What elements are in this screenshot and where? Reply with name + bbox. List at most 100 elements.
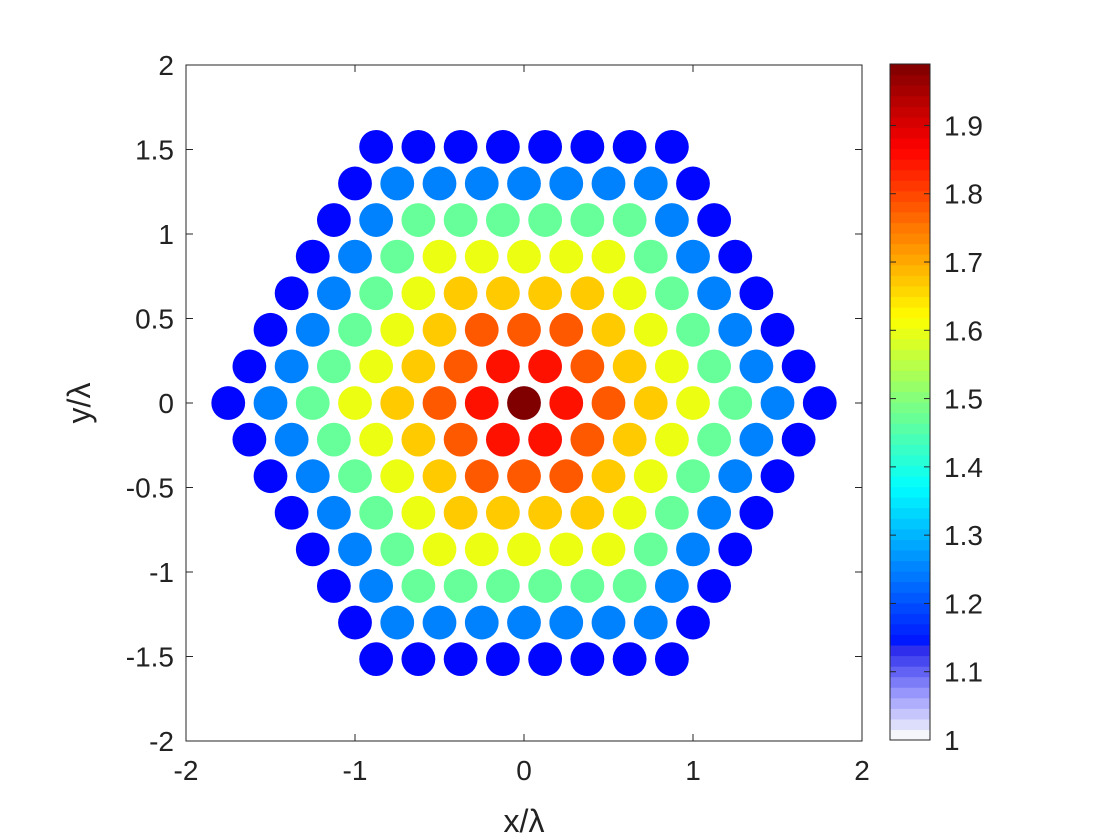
colorbar [889, 63, 931, 741]
colorbar-band [890, 95, 930, 107]
scatter-point [570, 569, 605, 603]
scatter-point [633, 532, 668, 567]
scatter-point [549, 459, 584, 494]
scatter-point [760, 459, 795, 494]
colorbar-band [890, 391, 930, 403]
scatter-point [401, 569, 436, 603]
y-tick-label: -2 [149, 726, 174, 757]
scatter-point [443, 569, 478, 603]
scatter-point [316, 349, 351, 384]
colorbar-band [890, 317, 930, 329]
colorbar-band [890, 592, 930, 604]
scatter-point [359, 203, 394, 237]
scatter-point [443, 642, 478, 677]
colorbar-band [890, 539, 930, 551]
scatter-point [528, 495, 563, 530]
colorbar-band [890, 549, 930, 562]
scatter-point [654, 276, 689, 311]
scatter-point [359, 422, 394, 457]
scatter-point [338, 312, 372, 347]
scatter-point [485, 203, 520, 237]
scatter-point [401, 642, 436, 677]
colorbar-band [890, 602, 930, 614]
x-tick-label: 2 [854, 755, 870, 786]
colorbar-band [890, 433, 930, 445]
scatter-point [633, 459, 668, 494]
scatter-point [401, 276, 436, 311]
scatter-point [718, 386, 753, 420]
colorbar-tick-label: 1.6 [944, 315, 983, 346]
scatter-point [802, 386, 837, 420]
scatter-point [781, 422, 816, 457]
scatter-point [464, 239, 499, 274]
scatter-point [380, 239, 415, 274]
scatter-point [359, 129, 394, 164]
scatter-point [380, 166, 415, 201]
scatter-point [253, 459, 288, 494]
scatter-point [739, 349, 774, 384]
scatter-point [549, 532, 584, 567]
y-tick-label: -0.5 [126, 473, 174, 504]
scatter-point [633, 312, 668, 347]
colorbar-tick-label: 1.3 [944, 520, 983, 551]
colorbar-band [890, 644, 930, 657]
scatter-point [528, 129, 563, 164]
scatter-point [401, 495, 436, 530]
scatter-point [718, 532, 753, 567]
scatter-point [422, 386, 457, 420]
scatter-point [591, 312, 626, 347]
x-tick-label: -2 [174, 755, 199, 786]
scatter-point [422, 239, 457, 274]
colorbar-tick-label: 1.8 [944, 179, 983, 210]
scatter-point [591, 605, 626, 640]
axis-tick-labels: -2 -1 0 1 2 2 1.5 1 0.5 0 -0.5 -1 -1.5 -2 [126, 50, 870, 786]
y-tick-label: -1.5 [126, 642, 174, 673]
scatter-point [528, 349, 563, 384]
colorbar-frame [889, 63, 931, 741]
scatter-point [612, 129, 647, 164]
scatter-point [507, 459, 541, 494]
colorbar-band [890, 380, 930, 393]
scatter-point [338, 166, 372, 201]
scatter-point [676, 532, 710, 567]
x-tick-label: 0 [516, 755, 532, 786]
scatter-point [528, 276, 563, 311]
colorbar-band [890, 623, 930, 635]
colorbar-band [890, 275, 930, 287]
scatter-point [338, 605, 372, 640]
scatter-point [338, 532, 372, 567]
colorbar-band [890, 74, 930, 86]
colorbar-tick-label: 1 [944, 725, 960, 756]
scatter-point [464, 605, 499, 640]
colorbar-band [890, 222, 930, 234]
scatter-point [485, 349, 520, 384]
scatter-point [570, 495, 605, 530]
scatter-point [633, 239, 668, 274]
scatter-point [549, 239, 584, 274]
colorbar-band [890, 454, 930, 466]
scatter-point [528, 569, 563, 603]
scatter-point [359, 495, 394, 530]
scatter-point [676, 459, 710, 494]
y-tick-label: 1.5 [135, 135, 174, 166]
scatter-point [570, 642, 605, 677]
scatter-point [697, 495, 732, 530]
scatter-point [253, 386, 288, 420]
scatter-point [718, 459, 753, 494]
scatter-point [485, 569, 520, 603]
scatter-point [485, 276, 520, 311]
scatter-point [654, 642, 689, 677]
colorbar-band [890, 507, 930, 519]
colorbar-tick-label: 1.7 [944, 247, 983, 278]
scatter-point [274, 422, 309, 457]
colorbar-band [890, 444, 930, 456]
scatter-point [485, 129, 520, 164]
colorbar-band [890, 465, 930, 477]
colorbar-band [890, 560, 930, 572]
colorbar-band [890, 285, 930, 297]
colorbar-tick-label: 1.5 [944, 384, 983, 415]
scatter-point [485, 495, 520, 530]
scatter-point [464, 166, 499, 201]
scatter-point [570, 203, 605, 237]
colorbar-band [890, 159, 930, 171]
